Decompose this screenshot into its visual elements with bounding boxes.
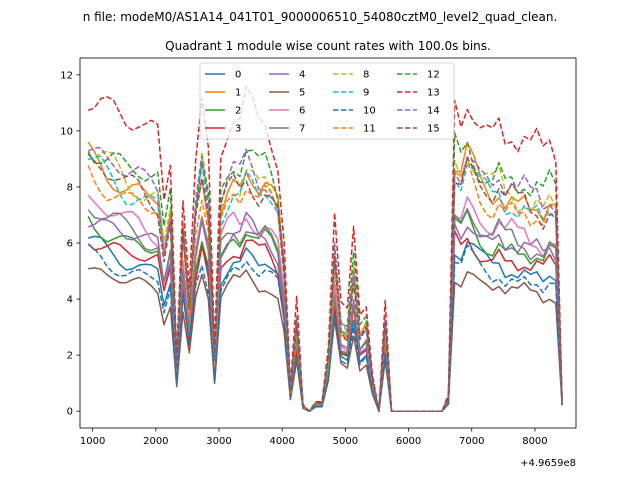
y-tick-label: 2 (67, 351, 73, 362)
legend-label-6: 6 (299, 106, 305, 117)
x-axis-ticks: 1000 2000 3000 4000 5000 6000 7000 8000 (80, 428, 548, 447)
legend-label-9: 9 (363, 88, 369, 99)
x-tick-label: 4000 (269, 436, 294, 447)
legend-label-0: 0 (235, 70, 241, 81)
legend-box (199, 62, 455, 140)
series-layer (87, 85, 563, 412)
x-tick-label: 7000 (459, 436, 484, 447)
y-tick-label: 10 (60, 126, 73, 137)
series-line-10 (87, 243, 563, 412)
legend-label-11: 11 (363, 124, 376, 135)
legend-label-8: 8 (363, 70, 369, 81)
y-axis-ticks: 0 2 4 6 8 10 12 (60, 70, 80, 418)
y-tick-label: 8 (67, 182, 73, 193)
chart-title: Quadrant 1 module wise count rates with … (165, 39, 491, 53)
plot-frame (79, 57, 577, 429)
x-tick-label: 3000 (206, 436, 231, 447)
series-line-12 (87, 132, 563, 412)
x-tick-label: 2000 (143, 436, 168, 447)
legend-label-7: 7 (299, 124, 305, 135)
legend-label-2: 2 (235, 106, 241, 117)
y-tick-label: 0 (67, 407, 73, 418)
x-tick-label: 5000 (333, 436, 358, 447)
x-tick-label: 6000 (396, 436, 421, 447)
y-tick-label: 12 (60, 70, 73, 81)
series-line-15 (87, 153, 563, 412)
legend-label-12: 12 (427, 70, 440, 81)
series-line-14 (87, 147, 563, 412)
legend-label-1: 1 (235, 88, 241, 99)
legend-label-14: 14 (427, 106, 440, 117)
x-tick-label: 1000 (80, 436, 105, 447)
legend-label-15: 15 (427, 124, 440, 135)
x-offset-label: +4.9659e8 (520, 458, 576, 469)
legend-label-5: 5 (299, 88, 305, 99)
series-line-5 (88, 267, 563, 412)
legend-label-4: 4 (299, 70, 305, 81)
y-tick-label: 6 (67, 239, 73, 250)
y-tick-label: 4 (67, 295, 73, 306)
chart-suptitle: n file: modeM0/AS1A14_041T01_9000006510_… (83, 10, 558, 24)
legend-label-3: 3 (235, 124, 241, 135)
x-tick-label: 8000 (522, 436, 547, 447)
legend-label-13: 13 (427, 88, 440, 99)
legend-label-10: 10 (363, 106, 376, 117)
